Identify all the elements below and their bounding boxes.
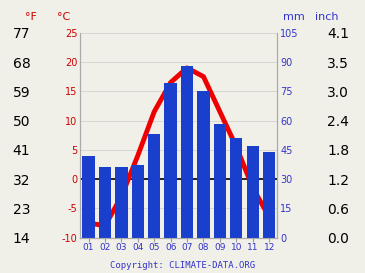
Bar (148, 134, 160, 238)
Bar (230, 138, 242, 238)
Bar (214, 124, 226, 238)
Bar (197, 91, 210, 238)
Text: inch: inch (315, 12, 338, 22)
Bar (181, 66, 193, 238)
Bar (132, 165, 144, 238)
Bar (99, 167, 111, 238)
Bar (247, 146, 259, 238)
Bar (165, 84, 177, 238)
Text: mm: mm (283, 12, 305, 22)
Text: Copyright: CLIMATE-DATA.ORG: Copyright: CLIMATE-DATA.ORG (110, 261, 255, 270)
Bar (82, 156, 95, 238)
Text: °F: °F (25, 12, 37, 22)
Text: °C: °C (57, 12, 70, 22)
Bar (263, 152, 275, 238)
Bar (115, 167, 127, 238)
